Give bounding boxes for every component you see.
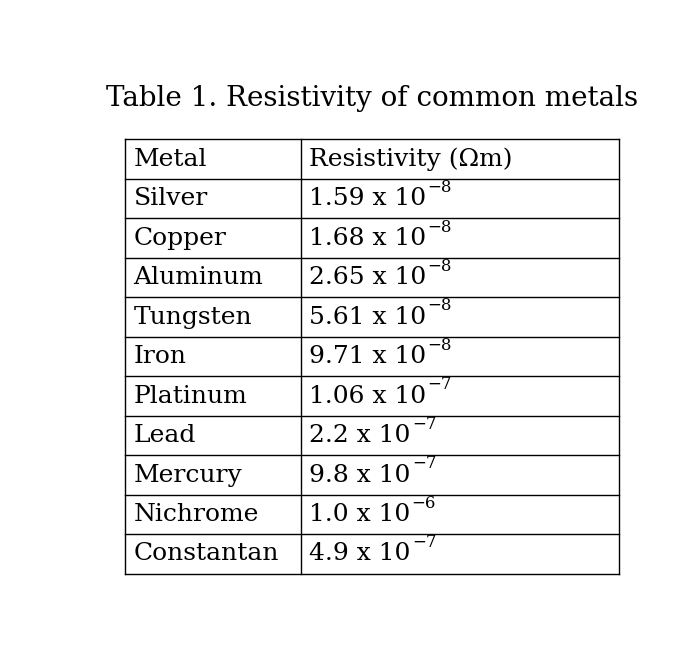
Text: 1.0 x 10: 1.0 x 10 [309,503,410,526]
Text: Metal: Metal [134,148,207,171]
Text: 9.8 x 10: 9.8 x 10 [309,464,410,487]
Text: Table 1. Resistivity of common metals: Table 1. Resistivity of common metals [106,85,638,112]
Text: 1.59 x 10: 1.59 x 10 [309,187,426,210]
Text: Aluminum: Aluminum [134,266,263,289]
Text: −8: −8 [428,258,452,275]
Text: 1.68 x 10: 1.68 x 10 [309,226,426,249]
Text: −8: −8 [428,179,452,196]
Text: Nichrome: Nichrome [134,503,259,526]
Text: Iron: Iron [134,345,187,368]
Text: Platinum: Platinum [134,384,247,407]
Text: Constantan: Constantan [134,543,279,565]
Text: Mercury: Mercury [134,464,242,487]
Text: −7: −7 [412,416,436,433]
Text: −7: −7 [428,377,452,394]
Text: 4.9 x 10: 4.9 x 10 [309,543,410,565]
Text: −6: −6 [412,495,436,512]
Text: Resistivity (Ωm): Resistivity (Ωm) [309,148,512,171]
Text: Silver: Silver [134,187,208,210]
Text: 1.06 x 10: 1.06 x 10 [309,384,426,407]
Text: −7: −7 [412,535,436,552]
Text: 2.65 x 10: 2.65 x 10 [309,266,426,289]
Text: 9.71 x 10: 9.71 x 10 [309,345,426,368]
Text: Lead: Lead [134,424,196,447]
Text: −8: −8 [428,218,452,236]
Text: 5.61 x 10: 5.61 x 10 [309,306,426,329]
Text: 2.2 x 10: 2.2 x 10 [309,424,410,447]
Text: Tungsten: Tungsten [134,306,252,329]
Text: Copper: Copper [134,226,227,249]
Text: −8: −8 [428,297,452,314]
Text: −7: −7 [412,455,436,472]
Text: −8: −8 [428,337,452,354]
